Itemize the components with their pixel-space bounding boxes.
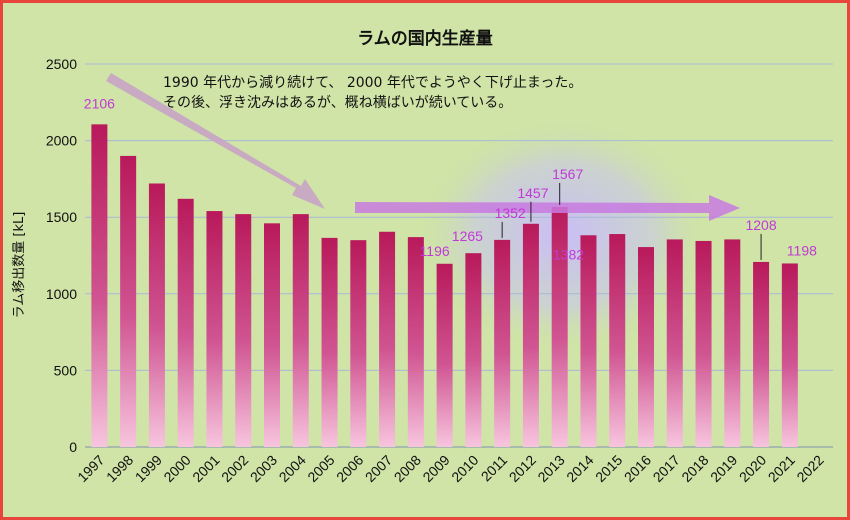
bar-2001 [206,211,223,447]
bar-2003 [264,223,280,447]
bar-1998 [120,155,137,448]
bar-2018 [695,240,712,447]
x-tick-label: 2005 [304,452,337,485]
x-tick-label: 2008 [391,452,424,485]
x-tick-label: 2012 [506,452,539,485]
x-tick-label: 2015 [592,452,625,485]
y-axis-label: ラム移出数量 [kL] [12,212,27,319]
data-label-leaders [501,182,762,260]
x-tick-label: 2019 [707,452,740,485]
bar-2006 [350,240,367,447]
x-axis-ticks: 1997199819992000200120022003200420052006… [74,452,827,485]
y-tick-label: 500 [54,362,78,378]
x-tick-label: 1999 [132,452,165,485]
bar-2010 [465,253,482,447]
bar-2014 [580,235,597,447]
data-label-2010: 1265 [452,228,483,244]
bar-2020 [753,261,770,447]
bar-2012 [522,223,539,447]
y-tick-label: 2500 [46,56,77,72]
data-label-1997: 2106 [84,95,115,111]
bars [91,124,798,448]
data-label-2011: 1352 [495,205,526,221]
x-tick-label: 2018 [678,452,711,485]
data-label-2012: 1457 [517,185,548,201]
bar-2008 [407,237,424,447]
bar-2004 [292,214,309,447]
bar-2011 [494,239,511,447]
flat-trend-arrow [355,195,740,221]
y-tick-label: 1500 [46,209,77,225]
x-tick-label: 2011 [478,452,511,485]
bar-2021 [781,263,798,447]
bar-2007 [379,231,396,447]
x-tick-label: 2020 [736,452,769,485]
x-tick-label: 2007 [362,452,395,485]
x-tick-label: 2004 [276,452,309,485]
bar-2017 [666,239,683,447]
data-label-2021: 1198 [787,242,817,258]
x-tick-label: 2006 [333,452,366,485]
x-tick-label: 2001 [189,452,222,485]
y-tick-label: 1000 [46,286,77,302]
data-label-2014: 1382 [553,246,584,262]
x-tick-label: 2002 [218,452,251,485]
data-label-2020: 1208 [745,217,776,233]
annotation-line-2: その後、浮き沈みはあるが、概ね横ばいが続いている。 [163,94,512,111]
x-tick-label: 2013 [534,452,567,485]
bar-2015 [609,234,626,447]
bar-2009 [436,263,453,447]
bar-2016 [638,247,654,447]
bar-1997 [91,124,108,447]
y-tick-label: 2000 [46,133,77,149]
x-tick-label: 2014 [563,452,596,485]
bar-2002 [235,214,252,447]
bar-2019 [724,239,741,447]
x-tick-label: 1997 [74,452,107,485]
x-tick-label: 2009 [419,452,452,485]
data-label-2009: 1196 [420,243,450,259]
downward-trend-arrow [106,73,325,209]
x-tick-label: 2017 [650,452,683,485]
x-tick-label: 2000 [160,452,193,485]
x-tick-label: 2016 [621,452,654,485]
bar-1999 [148,183,165,447]
x-tick-label: 2003 [247,452,280,485]
data-label-2013: 1567 [552,166,583,182]
x-tick-label: 2010 [448,452,481,485]
chart-title: ラムの国内生産量 [357,28,493,49]
y-axis-ticks: 0 500 1000 1500 2000 2500 [46,56,77,455]
x-tick-label: 2022 [793,452,826,485]
bar-2005 [321,237,338,447]
bar-2013 [551,206,568,447]
y-tick-label: 0 [69,439,77,455]
bar-2000 [177,198,194,447]
x-tick-label: 1998 [103,452,136,485]
annotation-line-1: 1990 年代から減り続けて、 2000 年代でようやく下げ止まった。 [163,74,582,91]
x-tick-label: 2021 [765,452,798,485]
